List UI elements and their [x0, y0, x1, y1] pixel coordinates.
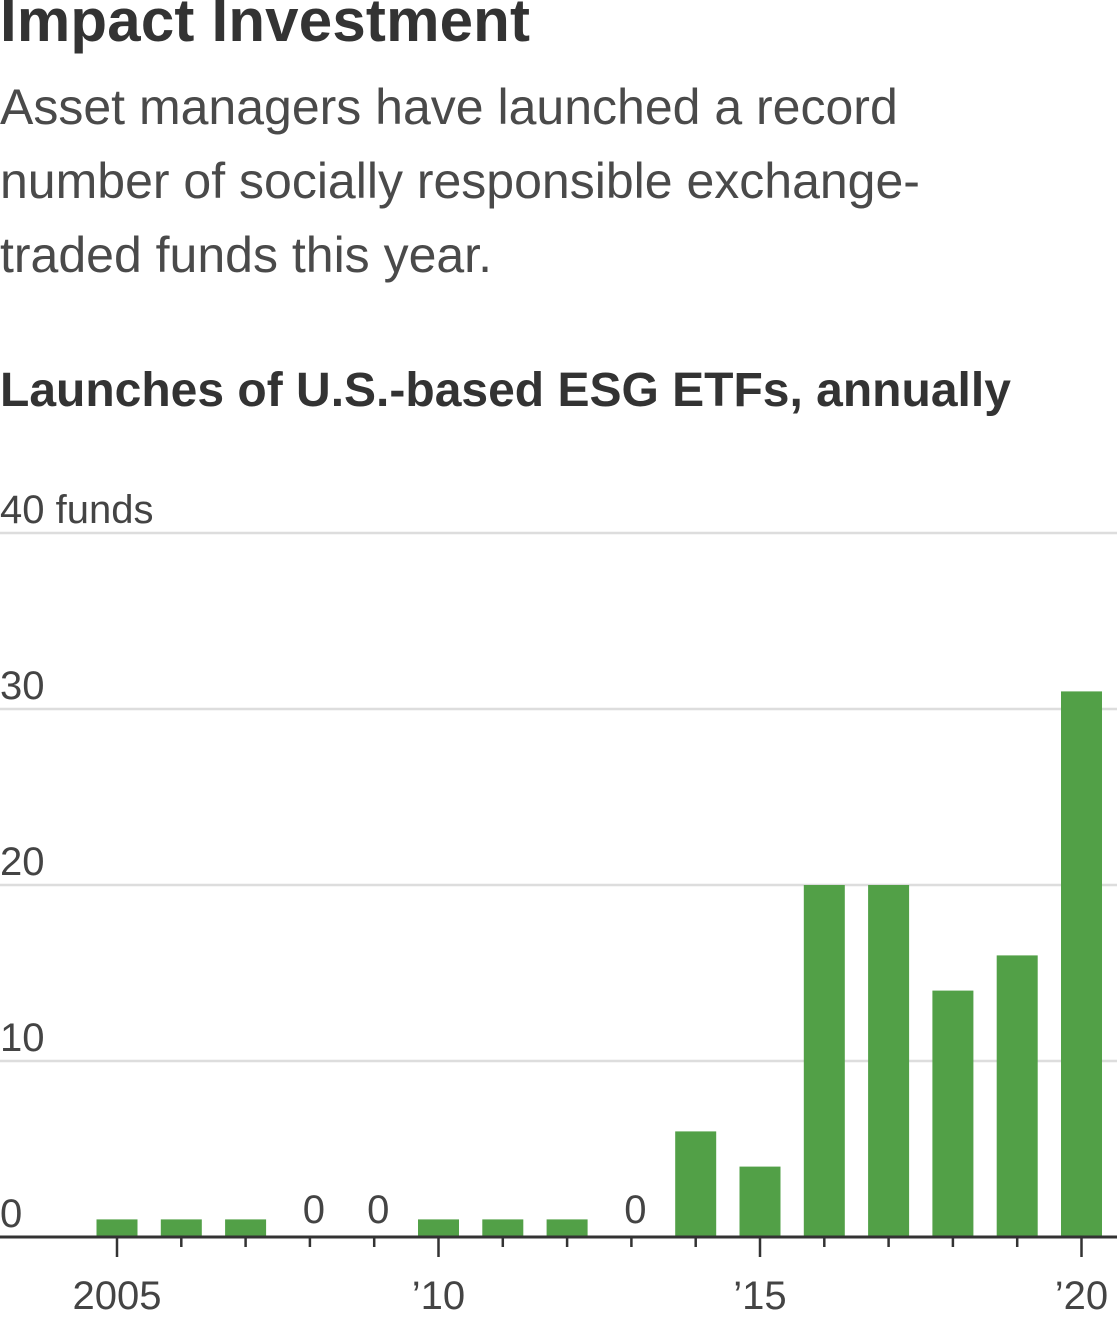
y-axis-labels: 40 funds 30 20 10 0 — [0, 488, 153, 1236]
x-tick-label: 2005 — [73, 1274, 162, 1318]
bar-2019 — [996, 955, 1038, 1237]
bar-2020 — [1061, 691, 1102, 1237]
dek: Asset managers have launched a record nu… — [0, 79, 920, 283]
y-tick-label: 40 funds — [0, 488, 153, 532]
bar-2017 — [868, 885, 910, 1237]
gridlines — [0, 531, 1117, 1063]
bar-2005 — [96, 1219, 138, 1237]
x-tick-label: ’15 — [733, 1274, 786, 1318]
zero-label-2008: 0 — [303, 1188, 325, 1232]
bar-2018 — [932, 990, 974, 1237]
bar-2010 — [418, 1219, 459, 1237]
bar-2011 — [482, 1219, 524, 1237]
zero-label-2009: 0 — [367, 1188, 389, 1232]
bar-2015 — [739, 1166, 781, 1237]
bar-2006 — [160, 1219, 202, 1237]
y-tick-label: 10 — [0, 1016, 45, 1060]
bar-2012 — [546, 1219, 588, 1237]
x-tick-label: ’10 — [412, 1274, 465, 1318]
y-tick-label: 0 — [0, 1192, 22, 1236]
y-tick-label: 20 — [0, 840, 45, 884]
y-tick-label: 30 — [0, 664, 45, 708]
bar-2007 — [225, 1219, 267, 1237]
bar-2014 — [675, 1131, 717, 1237]
headline: Impact Investment — [0, 0, 531, 54]
x-axis: 2005 ’10 ’15 ’20 — [0, 1235, 1117, 1318]
bars — [96, 691, 1102, 1237]
x-tick-label: ’20 — [1055, 1274, 1108, 1318]
chart-title: Launches of U.S.-based ESG ETFs, annuall… — [0, 364, 1011, 417]
zero-label-2013: 0 — [624, 1188, 646, 1232]
bar-2016 — [803, 885, 845, 1237]
